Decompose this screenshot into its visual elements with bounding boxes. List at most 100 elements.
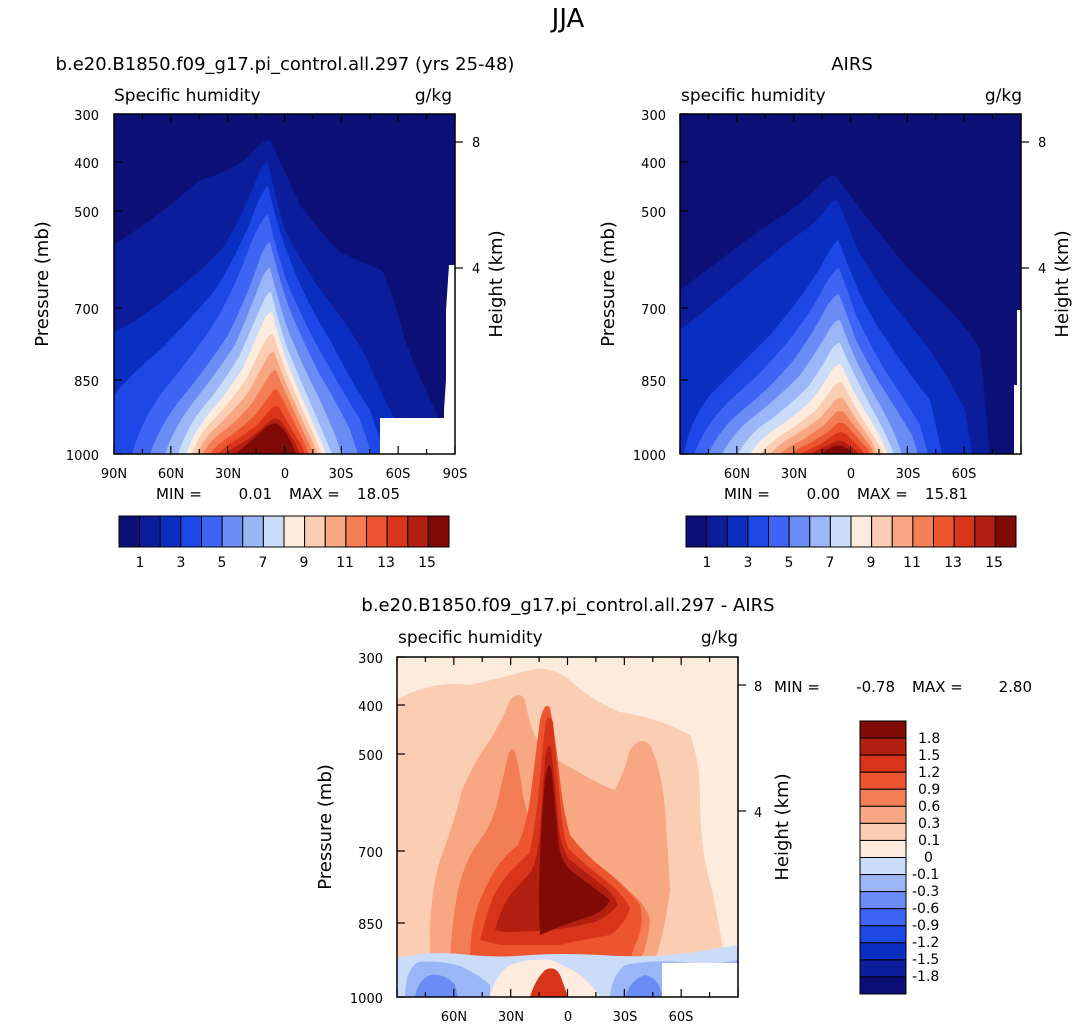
airs-cbar-swatch-0 — [685, 515, 708, 548]
diff-cbar-swatch-4 — [859, 788, 907, 807]
diff-cbar-swatch-6 — [859, 822, 907, 841]
model-cbar-swatch-12 — [366, 515, 388, 548]
figure-title: JJA — [550, 4, 585, 34]
model-xtick-60n: 60N — [158, 467, 184, 482]
airs-cbar-label-13: 13 — [944, 555, 962, 571]
model-missing — [380, 418, 455, 454]
diff-ytick-right-4: 4 — [754, 806, 762, 821]
diff-cbar-swatch-3 — [859, 771, 907, 790]
airs-cbar-label-1: 1 — [703, 555, 712, 571]
diff-cbar-label-neg1p5: -1.5 — [912, 952, 939, 968]
airs-cbar-swatch-11 — [912, 515, 934, 548]
airs-left-label: specific humidity — [681, 86, 826, 106]
diff-ytick-right-8: 8 — [754, 680, 762, 695]
diff-level-neg0p6 — [415, 974, 662, 997]
airs-ytick-500: 500 — [641, 206, 666, 221]
model-cbar-label-13: 13 — [377, 555, 395, 571]
model-ytick-700: 700 — [74, 303, 99, 318]
airs-cbar-label-3: 3 — [744, 555, 753, 571]
model-xtick-90s: 90S — [443, 467, 468, 482]
airs-xtick-60s: 60S — [952, 467, 977, 482]
diff-right-label: g/kg — [701, 628, 738, 648]
diff-cbar-label-neg0p9: -0.9 — [912, 918, 939, 934]
model-cbar-swatch-9 — [304, 515, 326, 548]
model-min-value: 0.01 — [239, 485, 272, 503]
airs-cbar-swatch-5 — [788, 515, 811, 548]
diff-cbar-label-1p8: 1.8 — [918, 731, 940, 747]
airs-cbar-swatch-2 — [726, 515, 749, 548]
diff-missing — [662, 963, 738, 997]
model-xtick-30n: 30N — [215, 467, 241, 482]
diff-level-2p1 — [539, 765, 610, 935]
model-cbar-swatch-10 — [324, 515, 347, 548]
diff-cbar-label-neg0p1: -0.1 — [912, 867, 939, 883]
airs-xtick-0: 0 — [847, 467, 855, 482]
diff-max-label: MAX = — [912, 678, 963, 696]
airs-ylabel: Pressure (mb) — [598, 221, 619, 347]
airs-cbar-swatch-6 — [809, 515, 831, 548]
diff-contours — [397, 657, 738, 997]
airs-cbar-swatch-10 — [891, 515, 914, 548]
model-left-label: Specific humidity — [114, 86, 261, 106]
model-cbar-swatch-5 — [221, 515, 244, 548]
model-cbar-swatch-15 — [427, 515, 450, 548]
airs-cbar-label-5: 5 — [785, 555, 794, 571]
airs-xtick-60n: 60N — [724, 467, 750, 482]
model-ytick-right-8: 8 — [472, 136, 480, 151]
model-cbar-label-9: 9 — [300, 555, 309, 571]
diff-cbar-swatch-15 — [859, 976, 907, 995]
model-cbar-label-11: 11 — [336, 555, 354, 571]
model-missing-edge — [444, 265, 455, 454]
model-ytick-300: 300 — [74, 109, 99, 124]
airs-cbar-swatch-9 — [871, 515, 893, 548]
diff-xtick-60s: 60S — [669, 1010, 694, 1025]
airs-max-label: MAX = — [857, 485, 908, 503]
airs-min-value: 0.00 — [807, 485, 840, 503]
model-ylabel: Pressure (mb) — [32, 221, 53, 347]
airs-level-15 — [820, 445, 853, 454]
model-xtick-90n: 90N — [101, 467, 127, 482]
model-cbar-swatch-3 — [180, 515, 202, 548]
diff-colorbar — [859, 720, 907, 995]
diff-xtick-60n: 60N — [441, 1010, 467, 1025]
model-cbar-label-3: 3 — [177, 555, 186, 571]
model-cbar-swatch-14 — [407, 515, 429, 548]
diff-cbar-label-0: 0 — [924, 850, 933, 866]
model-cbar-label-7: 7 — [259, 555, 268, 571]
diff-cbar-label-0p6: 0.6 — [918, 799, 940, 815]
panel-model: b.e20.B1850.f09_g17.pi_control.all.297 (… — [32, 54, 514, 571]
airs-min-label: MIN = — [724, 485, 770, 503]
diff-xtick-0: 0 — [564, 1010, 572, 1025]
airs-cbar-swatch-1 — [706, 515, 728, 548]
diff-cbar-label-1p2: 1.2 — [918, 765, 940, 781]
airs-cbar-swatch-8 — [850, 515, 873, 548]
model-ytick-500: 500 — [74, 206, 99, 221]
diff-ytick-500: 500 — [358, 749, 383, 764]
diff-cbar-swatch-11 — [859, 908, 907, 927]
airs-ytick-right-8: 8 — [1038, 136, 1046, 151]
diff-level-1p5-bottom — [530, 968, 568, 997]
airs-ytick-850: 850 — [641, 375, 666, 390]
diff-cbar-swatch-5 — [859, 805, 907, 824]
airs-xtick-30n: 30N — [781, 467, 807, 482]
model-cbar-swatch-2 — [159, 515, 182, 548]
airs-cbar-label-9: 9 — [867, 555, 876, 571]
airs-ytick-700: 700 — [641, 303, 666, 318]
diff-cbar-label-neg0p3: -0.3 — [912, 884, 939, 900]
airs-cbar-label-15: 15 — [985, 555, 1003, 571]
airs-cbar-label-7: 7 — [826, 555, 835, 571]
diff-ylabel-right: Height (km) — [772, 773, 793, 880]
diff-ytick-400: 400 — [358, 700, 383, 715]
model-cbar-swatch-7 — [262, 515, 285, 548]
airs-cbar-swatch-7 — [829, 515, 852, 548]
diff-min-label: MIN = — [774, 678, 820, 696]
diff-cbar-swatch-2 — [859, 754, 907, 773]
airs-cbar-label-11: 11 — [903, 555, 921, 571]
diff-ytick-300: 300 — [358, 652, 383, 667]
model-contours — [114, 114, 455, 454]
diff-ytick-1000: 1000 — [350, 992, 383, 1007]
airs-cbar-swatch-15 — [994, 515, 1017, 548]
model-ytick-1000: 1000 — [66, 449, 99, 464]
airs-ytick-300: 300 — [641, 109, 666, 124]
